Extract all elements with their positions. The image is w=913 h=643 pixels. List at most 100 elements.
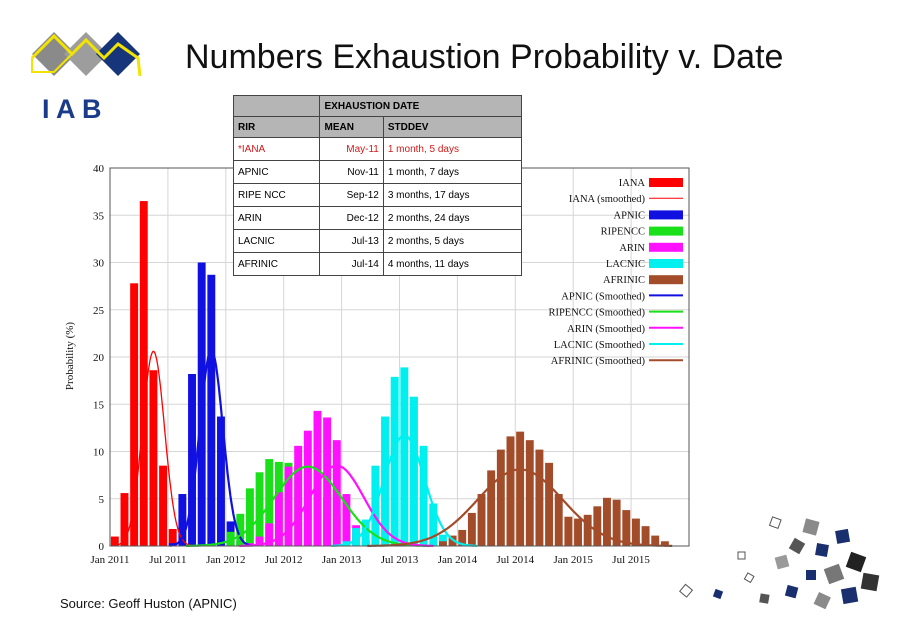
iab-logo-text: I A B	[42, 94, 102, 124]
legend-label: APNIC (Smoothed)	[561, 291, 645, 302]
bar-arin	[313, 410, 322, 546]
cell-rir: RIPE NCC	[232, 183, 321, 207]
bar-afrinic	[593, 506, 602, 546]
table-row: LACNIC Jul-13 2 months, 5 days	[232, 229, 523, 253]
x-tick-label: Jul 2015	[612, 554, 650, 566]
cell-mean: May-11	[319, 137, 384, 161]
cell-mean: Nov-11	[319, 160, 384, 184]
bar-afrinic	[545, 462, 554, 546]
cell-stddev: 1 month, 7 days	[382, 160, 523, 184]
bar-apnic	[178, 494, 187, 546]
cell-mean: Sep-12	[319, 183, 384, 207]
bar-afrinic	[622, 510, 631, 546]
bar-iana	[168, 528, 177, 546]
y-tick-label: 40	[93, 163, 105, 175]
source-credit: Source: Geoff Huston (APNIC)	[60, 596, 237, 611]
chart-legend: IANA IANA (smoothed) APNIC RIPENCC ARIN LACNI…	[548, 178, 683, 367]
cell-mean: Jul-13	[319, 229, 384, 253]
slide-title: Numbers Exhaustion Probability v. Date	[185, 38, 784, 76]
bar-arin	[303, 430, 312, 546]
bar-afrinic	[458, 529, 467, 546]
bar-arin	[342, 494, 351, 546]
cell-mean: Jul-14	[319, 252, 384, 276]
bar-afrinic	[535, 449, 544, 546]
cell-stddev: 2 months, 24 days	[382, 206, 523, 230]
x-tick-label: Jan 2012	[206, 554, 245, 566]
legend-label: AFRINIC	[603, 275, 645, 286]
y-tick-label: 20	[93, 352, 105, 364]
bar-afrinic	[603, 497, 611, 546]
bar-afrinic	[506, 436, 515, 546]
legend-label: IANA (smoothed)	[569, 194, 646, 205]
iab-logo-mark	[30, 32, 142, 77]
smoothed-curve-lacnic	[331, 434, 478, 547]
x-tick-label: Jan 2014	[438, 554, 478, 566]
bar-afrinic	[477, 494, 486, 546]
bar-afrinic	[574, 518, 582, 546]
bar-afrinic	[583, 514, 592, 546]
x-tick-label: Jul 2014	[497, 554, 535, 566]
bar-afrinic	[612, 499, 621, 546]
bar-apnic	[188, 374, 196, 546]
bar-arin	[323, 417, 332, 546]
bar-apnic	[217, 416, 225, 546]
legend-label: LACNIC	[606, 259, 645, 270]
bar-lacnic	[410, 396, 418, 546]
y-tick-label: 30	[93, 258, 105, 270]
bar-lacnic	[429, 503, 438, 546]
bar-afrinic	[641, 526, 650, 546]
cell-rir: ARIN	[232, 206, 321, 230]
bar-iana	[159, 465, 168, 546]
table-group-header: EXHAUSTION DATE	[319, 95, 522, 117]
y-tick-label: 0	[99, 541, 105, 553]
legend-swatch	[649, 178, 683, 187]
cell-stddev: 4 months, 11 days	[382, 252, 523, 276]
bar-lacnic	[390, 376, 399, 546]
bar-afrinic	[467, 512, 476, 546]
y-tick-label: 25	[93, 305, 105, 317]
bar-lacnic	[438, 534, 447, 546]
y-tick-label: 15	[93, 399, 105, 411]
bar-ripencc	[255, 472, 264, 546]
chart-bars	[110, 201, 669, 546]
bar-lacnic	[419, 445, 428, 546]
table-column-header-row: RIR MEAN STDDEV	[232, 116, 523, 138]
bar-afrinic	[487, 470, 496, 546]
cell-stddev: 2 months, 5 days	[382, 229, 523, 253]
x-tick-label: Jul 2011	[149, 554, 186, 566]
smoothed-curve-apnic	[169, 349, 253, 547]
bar-iana	[110, 536, 119, 546]
legend-label: ARIN	[619, 243, 645, 254]
legend-swatch	[649, 226, 683, 236]
cell-mean: Dec-12	[319, 206, 384, 230]
bar-afrinic	[631, 518, 640, 546]
table-row: AFRINIC Jul-14 4 months, 11 days	[232, 252, 523, 276]
bar-afrinic	[660, 541, 669, 546]
bar-ripencc	[265, 459, 274, 546]
legend-label: IANA	[619, 178, 646, 189]
y-tick-label: 5	[99, 494, 105, 506]
x-tick-label: Jan 2013	[322, 554, 362, 566]
bar-arin	[255, 536, 264, 546]
bar-afrinic	[516, 431, 525, 546]
y-tick-label: 35	[93, 210, 105, 222]
column-header-rir: RIR	[232, 116, 321, 138]
x-tick-label: Jul 2012	[265, 554, 303, 566]
bar-afrinic	[651, 535, 660, 546]
table-row: RIPE NCC Sep-12 3 months, 17 days	[232, 183, 523, 207]
table-group-header-row: EXHAUSTION DATE	[232, 95, 522, 117]
decorative-squares	[679, 516, 880, 610]
bar-lacnic	[352, 528, 361, 546]
y-axis-label: Probability (%)	[64, 322, 76, 390]
legend-swatch	[649, 242, 683, 252]
bar-ripencc	[226, 531, 235, 546]
legend-label: RIPENCC	[601, 227, 645, 238]
smoothed-curve-arin	[239, 464, 434, 547]
decorative-squares-group	[679, 516, 880, 610]
legend-label: RIPENCC (Smoothed)	[548, 308, 645, 319]
bar-afrinic	[554, 494, 563, 546]
legend-label: LACNIC (Smoothed)	[554, 340, 646, 351]
cell-rir: LACNIC	[232, 229, 321, 253]
bar-afrinic	[564, 516, 573, 546]
legend-swatch	[649, 275, 683, 285]
